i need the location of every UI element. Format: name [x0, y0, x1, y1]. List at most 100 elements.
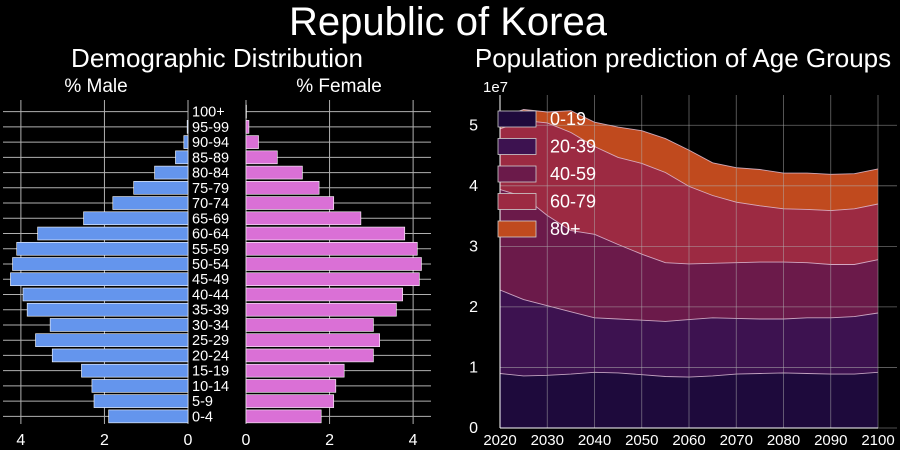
male-tick-label: 0 — [184, 432, 193, 449]
male-bar — [108, 409, 189, 424]
female-bar — [245, 181, 320, 195]
age-group-label: 20-24 — [192, 348, 229, 364]
pyramid-title: Demographic Distribution — [71, 43, 363, 73]
area-x-tick-label: 2050 — [625, 432, 658, 449]
male-bar — [183, 135, 189, 149]
female-bar — [245, 165, 303, 180]
legend-swatch-80+ — [497, 220, 537, 238]
female-bar — [245, 363, 345, 378]
area-x-tick-label: 2020 — [483, 432, 516, 449]
female-bar — [245, 272, 420, 287]
male-bar — [49, 318, 189, 332]
male-bar — [10, 272, 189, 287]
female-bar — [245, 120, 250, 134]
age-group-labels: 0-45-910-1415-1920-2425-2930-3435-3940-4… — [192, 105, 229, 426]
female-bar — [245, 257, 422, 271]
age-group-label: 45-49 — [192, 272, 229, 288]
male-bar — [154, 165, 189, 180]
female-axis-label: % Female — [296, 76, 382, 97]
age-group-label: 70-74 — [192, 196, 229, 212]
male-bar — [112, 196, 189, 210]
female-bar — [245, 287, 403, 302]
area-x-tick-label: 2090 — [814, 432, 847, 449]
female-bar — [245, 241, 418, 256]
age-group-label: 65-69 — [192, 211, 229, 227]
area-x-tick-label: 2060 — [672, 432, 705, 449]
legend-label: 40-59 — [550, 164, 596, 184]
area-y-tick-label: 3 — [469, 238, 478, 255]
male-bar — [175, 150, 189, 165]
area-y-tick-label: 0 — [469, 420, 478, 437]
age-group-label: 85-89 — [192, 150, 229, 166]
female-bar — [245, 394, 335, 408]
female-bar — [245, 226, 406, 241]
male-bar — [93, 394, 189, 408]
male-bar — [12, 257, 189, 271]
age-group-label: 10-14 — [192, 379, 229, 395]
male-bar — [91, 379, 189, 393]
male-bars-panel: 4 2 0 — [3, 100, 193, 449]
male-axis-label: % Male — [64, 76, 127, 97]
area-x-tick-label: 2080 — [767, 432, 800, 449]
age-group-label: 55-59 — [192, 242, 229, 258]
legend-swatch-40-59 — [497, 165, 537, 183]
female-bar — [245, 150, 278, 165]
male-bar — [83, 211, 189, 226]
female-bar — [245, 135, 259, 149]
area-chart: Population prediction of Age Groups 1e7 … — [469, 43, 897, 449]
female-tick-label: 0 — [242, 432, 251, 449]
area-x-tick-label: 2040 — [578, 432, 611, 449]
male-bar — [37, 226, 189, 241]
female-bar — [245, 379, 337, 393]
legend-label: 20-39 — [550, 137, 596, 157]
female-tick-label: 2 — [325, 432, 334, 449]
male-tick-label: 2 — [100, 432, 109, 449]
age-group-label: 0-4 — [192, 409, 213, 425]
male-bar — [186, 120, 189, 134]
age-group-label: 90-94 — [192, 135, 229, 151]
area-y-tick-label: 4 — [469, 178, 478, 195]
age-group-label: 95-99 — [192, 120, 229, 136]
area-plot-panel: 2020 2030 2040 2050 2060 2070 2080 2090 2100 0 1 2 3… — [469, 95, 897, 449]
age-group-label: 15-19 — [192, 364, 229, 380]
female-bar — [245, 333, 380, 347]
legend-swatch-20-39 — [497, 138, 537, 155]
female-bar — [245, 409, 322, 424]
area-x-tick-label: 2070 — [720, 432, 753, 449]
age-group-label: 80-84 — [192, 166, 229, 182]
female-tick-label: 4 — [409, 432, 418, 449]
area-legend: 0-19 20-39 40-59 60-79 80+ — [497, 109, 596, 239]
age-group-label: 30-34 — [192, 318, 229, 334]
male-bar — [133, 181, 189, 195]
age-group-label: 100+ — [192, 105, 225, 121]
age-group-label: 75-79 — [192, 181, 229, 197]
legend-swatch-60-79 — [497, 193, 537, 210]
female-bar — [245, 211, 362, 226]
area-y-tick-label: 2 — [469, 299, 478, 316]
legend-label: 80+ — [550, 219, 581, 239]
male-tick-label: 4 — [16, 432, 25, 449]
female-bar — [245, 302, 397, 317]
area-x-tick-label: 2030 — [531, 432, 564, 449]
female-bar — [245, 196, 335, 210]
area-x-tick-label: 2100 — [861, 432, 894, 449]
legend-label: 60-79 — [550, 192, 596, 212]
age-group-label: 40-44 — [192, 287, 229, 303]
female-bars-panel: 0 2 4 — [242, 100, 431, 449]
age-group-label: 50-54 — [192, 257, 229, 273]
figure-title: Republic of Korea — [289, 0, 608, 44]
area-y-tick-label: 1 — [469, 359, 478, 376]
male-bar — [51, 348, 189, 363]
y-scale-label: 1e7 — [483, 79, 508, 96]
female-bar — [245, 348, 374, 363]
male-bar — [35, 333, 189, 347]
male-bar — [16, 241, 189, 256]
area-chart-title: Population prediction of Age Groups — [475, 43, 891, 73]
male-bar — [22, 287, 189, 302]
pyramid-chart: Demographic Distribution % Male % Female… — [3, 43, 431, 449]
area-y-tick-label: 5 — [469, 117, 478, 134]
legend-swatch-0-19 — [497, 110, 537, 128]
age-group-label: 35-39 — [192, 303, 229, 319]
legend-label: 0-19 — [550, 109, 586, 129]
